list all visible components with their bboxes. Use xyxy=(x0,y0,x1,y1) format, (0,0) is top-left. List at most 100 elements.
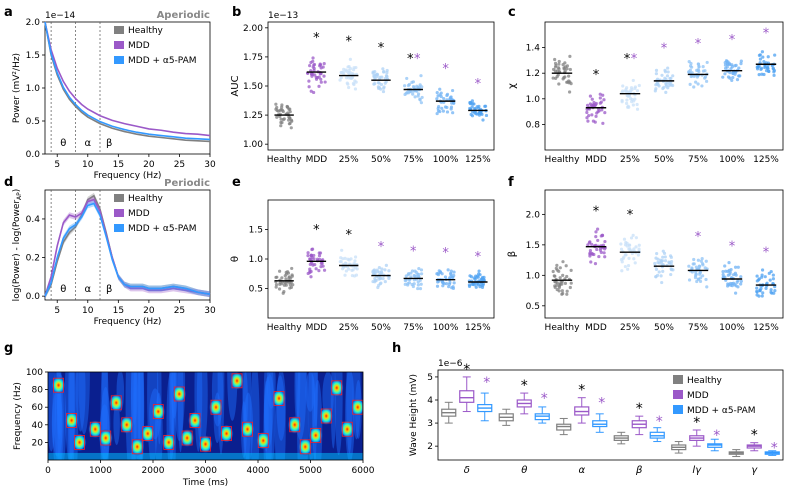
data-point xyxy=(659,274,663,278)
heatmap-streak xyxy=(173,372,186,442)
panel-b: 1.00 1.25 1.50 1.75 2.00 1e−13 AUC Healthy MDD * 2… xyxy=(230,11,495,165)
data-point xyxy=(476,283,481,287)
data-point xyxy=(309,89,313,93)
xtick-label: 3000 xyxy=(194,466,217,476)
heatmap-streak xyxy=(130,372,136,460)
data-point xyxy=(448,95,453,100)
data-point xyxy=(445,110,450,114)
data-point xyxy=(416,280,420,284)
event-box xyxy=(74,434,85,450)
data-point xyxy=(634,245,638,249)
data-point xyxy=(441,109,445,113)
data-point xyxy=(698,270,703,274)
data-point xyxy=(588,248,593,253)
data-point xyxy=(660,262,664,266)
data-point xyxy=(631,78,635,83)
event-box xyxy=(310,427,322,443)
power-blob xyxy=(256,431,271,450)
data-point xyxy=(773,285,777,289)
data-point xyxy=(690,71,694,75)
data-point xyxy=(727,261,731,265)
legend-label: MDD xyxy=(128,41,150,51)
ytick-label: 0.0 xyxy=(26,292,41,302)
offset-text: 1e−6 xyxy=(438,359,463,369)
data-point xyxy=(452,101,456,105)
data-point xyxy=(407,272,411,276)
data-point xyxy=(449,269,453,273)
data-point xyxy=(352,274,357,278)
ytick-label: 100 xyxy=(26,368,43,378)
data-point xyxy=(723,72,727,76)
data-point xyxy=(387,276,391,281)
event-box xyxy=(257,433,269,449)
heatmap-content xyxy=(48,372,363,460)
heatmap-streak xyxy=(113,401,120,446)
data-point xyxy=(620,269,624,273)
panel-e: 0.5 1.0 1.5 θ Healthy MDD * 25% * 50% * 75% * 100% * 12… xyxy=(230,199,495,333)
data-point xyxy=(758,57,763,61)
x-axis-label: Frequency (Hz) xyxy=(94,171,162,181)
data-point xyxy=(661,255,665,259)
data-point xyxy=(436,106,440,111)
data-point xyxy=(596,238,600,243)
data-point xyxy=(757,72,761,77)
data-point xyxy=(419,272,424,276)
xtick-label: 30 xyxy=(204,160,216,170)
data-point xyxy=(290,273,294,277)
data-point xyxy=(653,261,657,266)
data-point xyxy=(625,241,629,245)
panel-h: 2 3 4 5 1e−6 Wave Height (mV) δ * * θ * * α * * β * * lγ * *… xyxy=(409,359,784,476)
data-point xyxy=(704,259,708,263)
panel-a: 5 10 15 20 25 30 0.0 0.5 1.0 1.5 2.0 θ α β Aperiodic 1e… xyxy=(12,10,216,181)
data-point xyxy=(696,277,700,281)
data-point xyxy=(338,78,342,82)
data-point xyxy=(279,107,283,112)
data-point xyxy=(757,294,761,298)
data-point xyxy=(603,247,607,251)
data-point xyxy=(766,55,770,59)
data-point xyxy=(553,61,558,65)
data-point xyxy=(383,268,387,272)
power-blob xyxy=(161,433,176,452)
event-box xyxy=(142,426,154,442)
data-point xyxy=(669,268,674,272)
data-point xyxy=(730,78,734,83)
data-point xyxy=(731,281,736,285)
data-point xyxy=(347,267,351,271)
heatmap-streak xyxy=(75,372,86,432)
data-point xyxy=(588,254,592,258)
data-point xyxy=(637,247,641,251)
category-label: MDD xyxy=(585,155,607,165)
power-blob xyxy=(88,420,103,439)
data-point xyxy=(700,257,704,261)
data-point xyxy=(449,272,453,276)
data-point xyxy=(411,284,415,289)
data-point xyxy=(561,273,565,278)
data-point xyxy=(731,75,735,80)
data-point xyxy=(314,267,318,271)
data-point xyxy=(274,275,278,280)
heatmap-streak xyxy=(313,372,319,428)
data-point xyxy=(739,59,743,63)
power-blob xyxy=(219,424,234,443)
data-point xyxy=(721,75,725,79)
data-point xyxy=(339,70,344,75)
data-point xyxy=(761,55,765,59)
data-point xyxy=(761,291,765,295)
data-point xyxy=(449,107,453,111)
data-point xyxy=(723,264,727,268)
category-label: 75% xyxy=(403,323,423,333)
data-point xyxy=(699,259,703,263)
data-point xyxy=(694,274,698,278)
power-blob xyxy=(230,372,244,390)
legend-swatch xyxy=(673,375,683,384)
category-label: 125% xyxy=(465,155,491,165)
panel-label: d xyxy=(4,175,13,190)
data-point xyxy=(627,94,631,98)
category-label: 125% xyxy=(753,155,779,165)
legend-swatch xyxy=(114,41,124,49)
data-point xyxy=(703,75,708,79)
data-point xyxy=(317,269,321,273)
data-point xyxy=(625,90,630,94)
category-label: Healthy xyxy=(545,155,581,165)
